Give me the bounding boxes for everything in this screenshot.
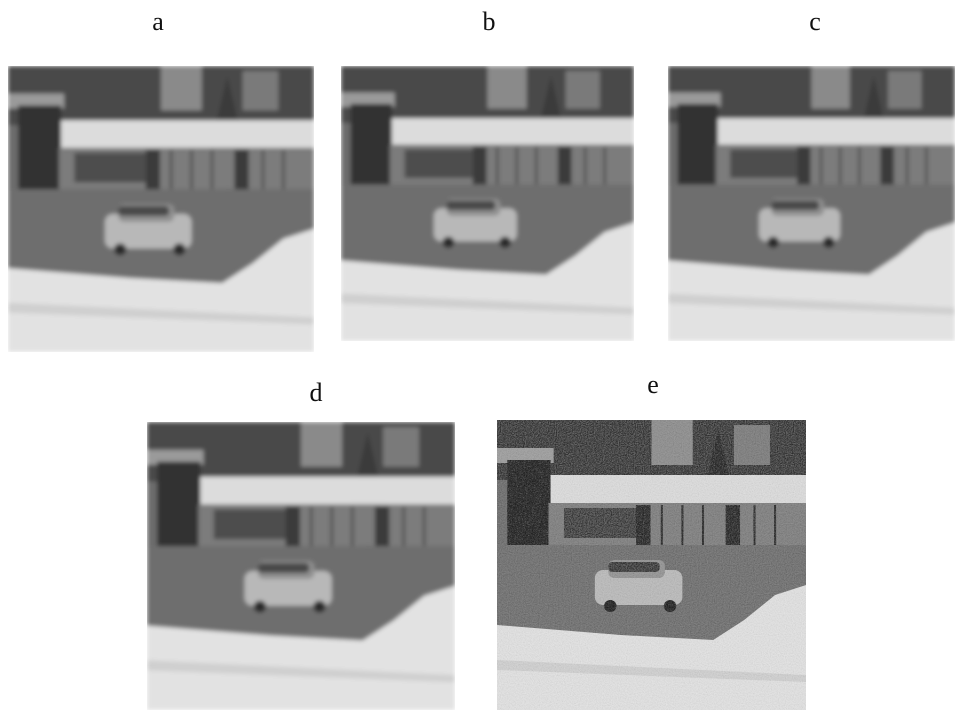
panel-label: e — [647, 372, 659, 398]
panel-label: a — [152, 9, 164, 35]
panel-label: c — [809, 9, 821, 35]
panel-image — [8, 66, 314, 352]
figure: a b c d e (() => { const data = JSON.par… — [0, 0, 956, 712]
panel-image — [341, 66, 634, 341]
panel-image — [497, 420, 806, 710]
panel-label: d — [310, 380, 323, 406]
panel-image — [668, 66, 955, 341]
panel-image — [147, 422, 455, 710]
panel-label: b — [483, 9, 496, 35]
